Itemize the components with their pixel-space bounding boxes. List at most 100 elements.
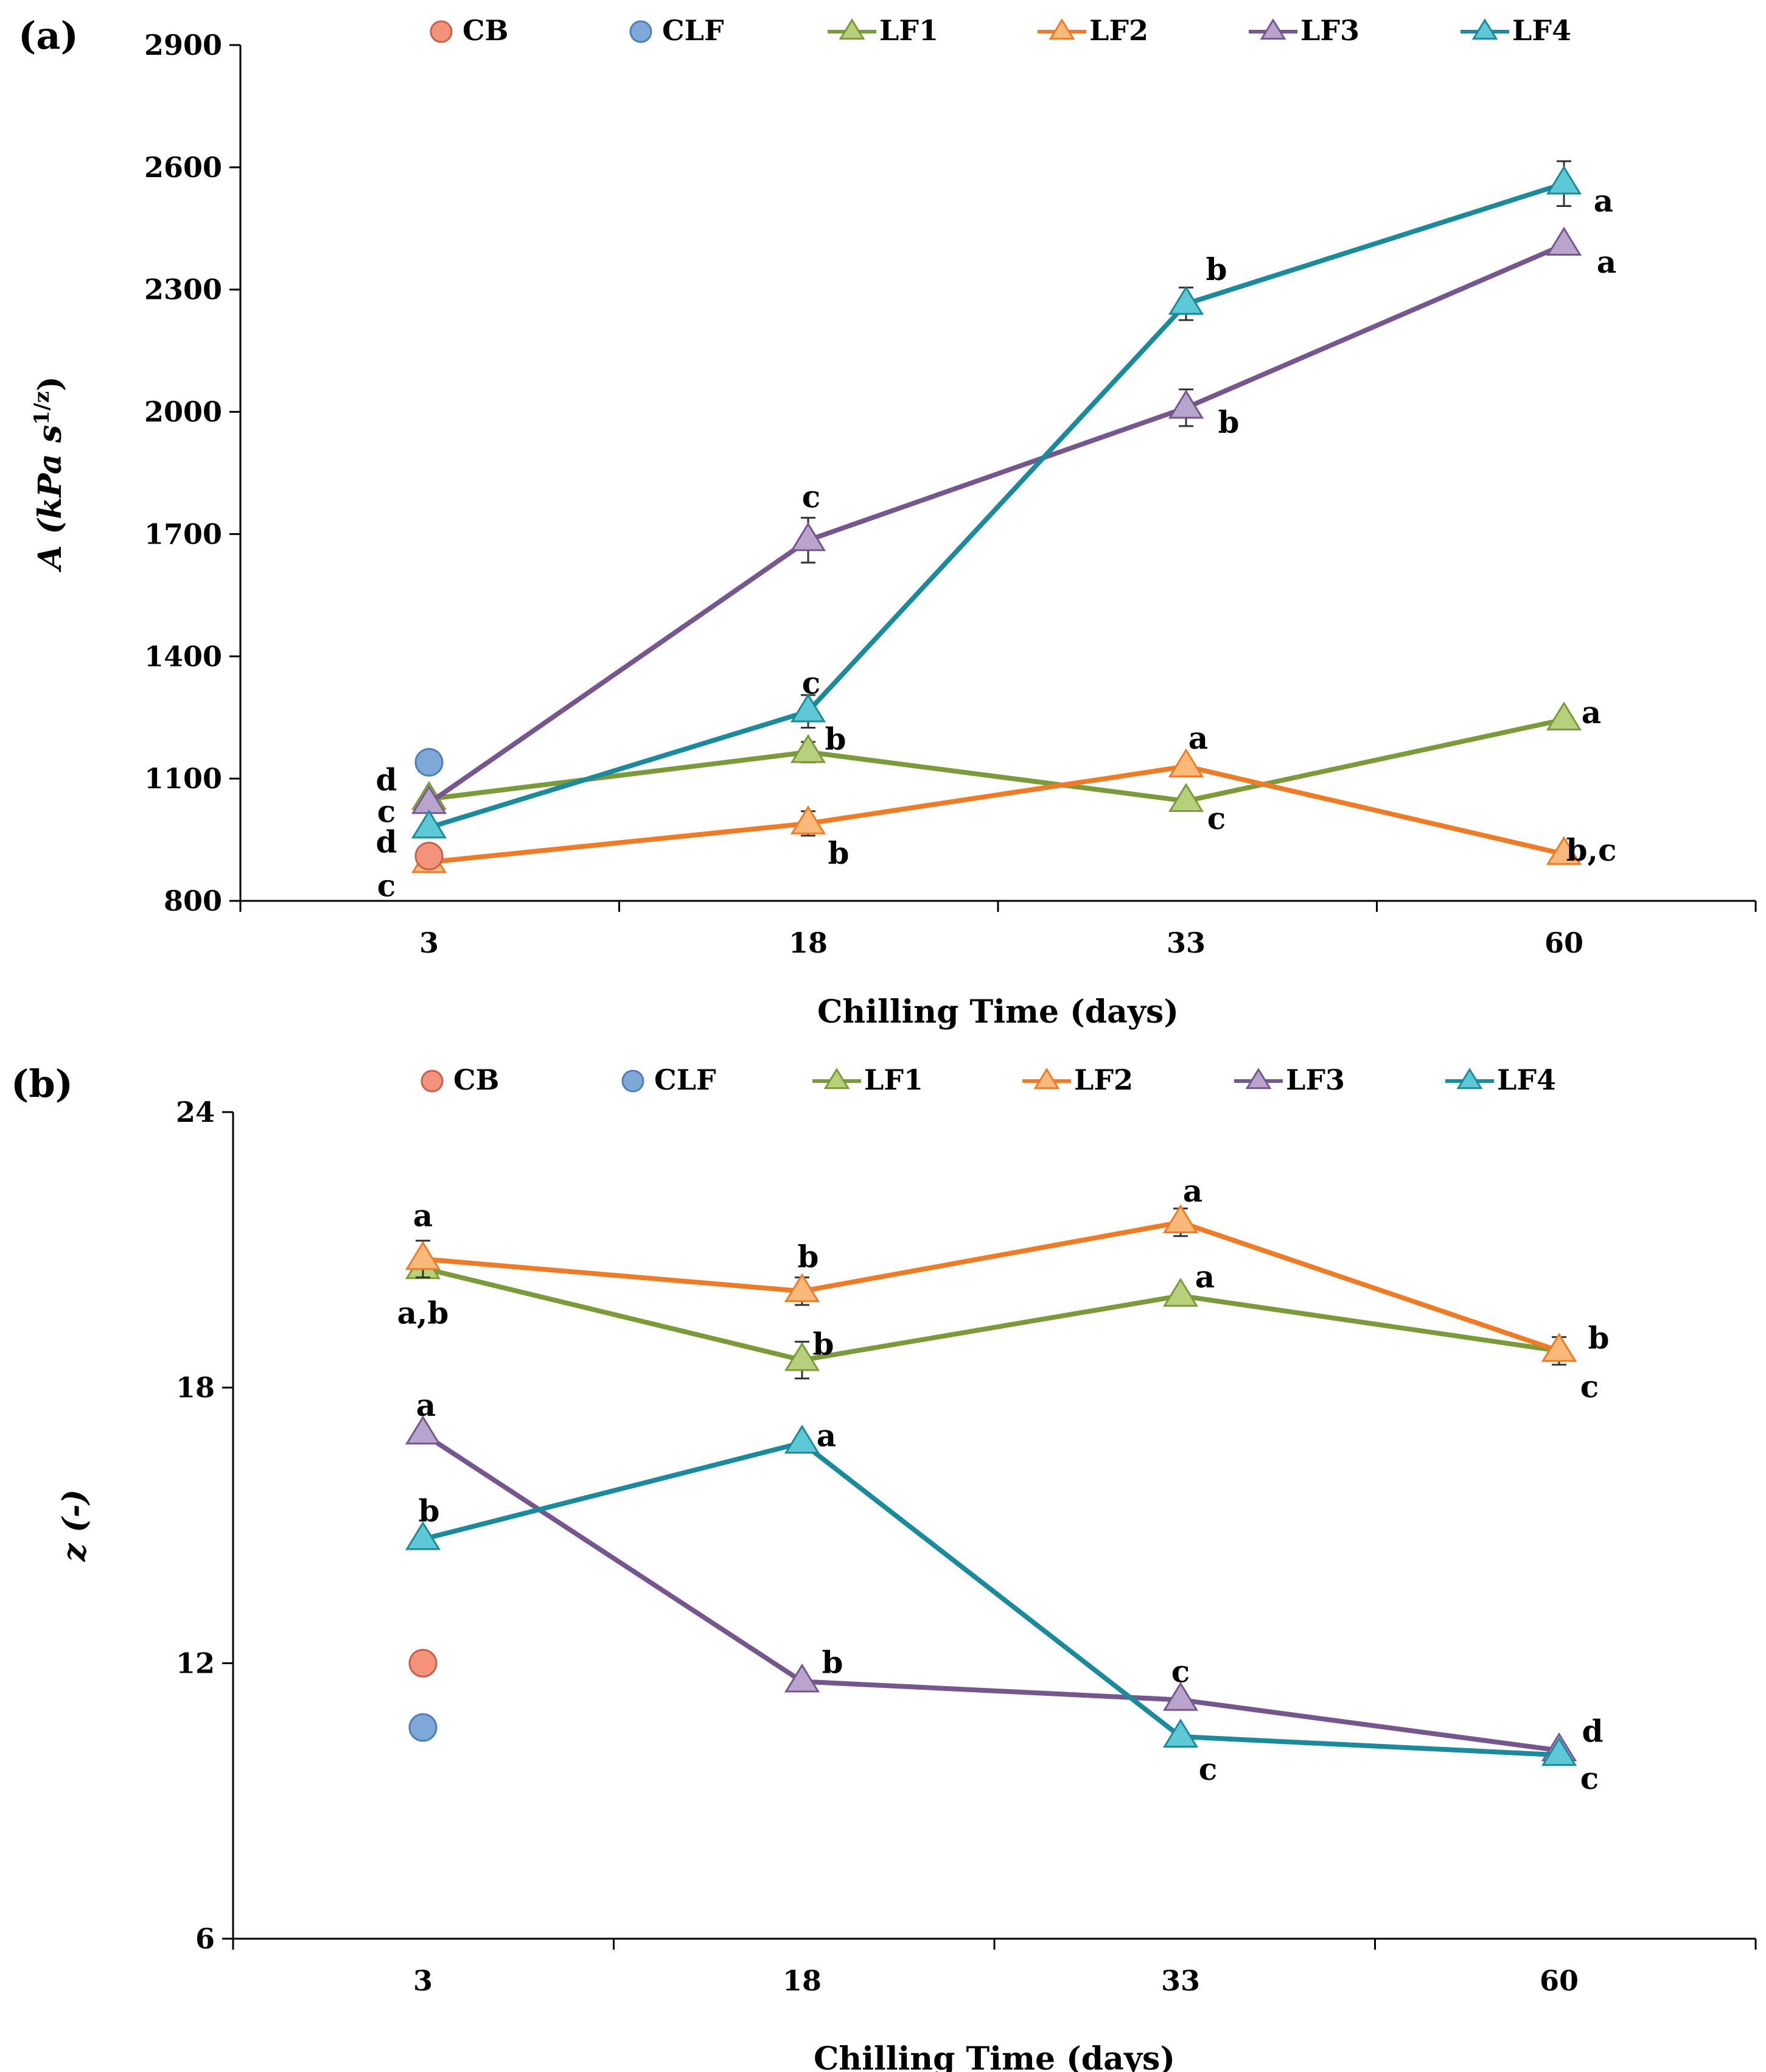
significance-label: c [1199, 1751, 1217, 1787]
panel-b-chart: (b) 6 12 18 24 3 18 33 60 Chilling Time (days) z (… [11, 1062, 1757, 2072]
significance-label: b [1588, 1320, 1610, 1356]
data-point-triangle [405, 1521, 441, 1550]
significance-label: c [377, 793, 396, 829]
data-point-triangle [784, 1663, 820, 1693]
x-tick-label: 18 [783, 1964, 822, 1997]
significance-label: a [1183, 1173, 1202, 1209]
legend-marker-circle [621, 1069, 644, 1093]
data-point-circle [414, 747, 444, 777]
y-tick-label: 18 [176, 1371, 215, 1404]
data-point-triangle [784, 1424, 820, 1454]
series-line [422, 1220, 1560, 1354]
series-line [427, 242, 1565, 805]
data-point-triangle [1162, 1718, 1199, 1748]
series-LF2: a b a b [405, 1173, 1610, 1362]
data-point-triangle [1162, 1682, 1199, 1711]
significance-label: c [1580, 1368, 1599, 1404]
significance-label: a [1582, 695, 1601, 730]
y-tick-label: 2900 [144, 29, 222, 61]
series-line [422, 1440, 1560, 1758]
series-LF2: c b a b,c [377, 720, 1617, 903]
y-axis-title-close: ) [32, 376, 69, 391]
legend-marker-circle [629, 20, 652, 43]
legend-marker-triangle [1049, 18, 1075, 40]
x-tick-label: 18 [789, 926, 828, 959]
legend-marker-circle [430, 20, 453, 43]
legend-label: LF3 [1300, 14, 1359, 47]
y-tick-label: 2000 [144, 396, 222, 429]
y-tick-label: 1400 [144, 640, 222, 673]
legend-marker-triangle [1456, 1068, 1483, 1090]
data-point-triangle [1546, 165, 1582, 195]
significance-label: d [376, 824, 397, 859]
legend-label: LF4 [1512, 14, 1571, 47]
legend-label: LF3 [1286, 1063, 1345, 1096]
significance-label: b [1218, 404, 1240, 440]
significance-label: b [822, 1645, 843, 1681]
y-tick-label: 1100 [144, 762, 222, 795]
x-tick-label: 33 [1161, 1964, 1200, 1997]
data-point-triangle [405, 1241, 441, 1270]
legend-label: LF1 [864, 1063, 923, 1096]
y-tick-label: 6 [195, 1922, 215, 1955]
x-tick-label: 60 [1544, 926, 1583, 959]
y-tick-label: 2600 [144, 151, 222, 184]
significance-label: b,c [1566, 832, 1617, 868]
data-point-triangle [1168, 390, 1204, 419]
significance-label: c [1171, 1654, 1190, 1690]
data-point-triangle [1168, 285, 1204, 315]
significance-label: d [1582, 1713, 1604, 1749]
series-line [422, 1265, 1560, 1363]
significance-label: a [413, 1197, 433, 1233]
legend-label: CLF [654, 1063, 716, 1096]
legend-marker-triangle [1260, 18, 1286, 40]
legend-marker-triangle [823, 1068, 850, 1090]
significance-label: c [377, 867, 396, 903]
data-point-triangle [790, 522, 826, 551]
data-point-circle [408, 1713, 438, 1742]
data-point-triangle [1546, 226, 1582, 256]
x-tick-label: 3 [413, 1964, 433, 1997]
significance-label: a [1597, 244, 1616, 280]
significance-label: c [802, 665, 820, 701]
data-point-triangle [1541, 1332, 1577, 1362]
y-axis-title: z (-) [56, 1489, 93, 1562]
significance-label: b [419, 1493, 440, 1529]
significance-label: c [1580, 1760, 1599, 1796]
data-point-triangle [790, 693, 826, 723]
legend: CB CLF LF1 LF2 LF3 LF4 [430, 14, 1571, 47]
significance-label: b [825, 721, 846, 757]
data-point-circle [414, 841, 444, 870]
y-tick-label: 2300 [144, 273, 222, 306]
legend-marker-triangle [1471, 18, 1498, 40]
legend-marker-triangle [1033, 1068, 1060, 1090]
data-point-triangle [411, 809, 447, 839]
significance-label: a,b [397, 1295, 449, 1331]
y-tick-label: 1700 [144, 517, 222, 550]
legend: CB CLF LF1 LF2 LF3 LF4 [421, 1063, 1556, 1096]
legend-marker-triangle [839, 18, 865, 40]
series-line [428, 181, 1565, 830]
data-point-triangle [1546, 836, 1582, 865]
significance-label: a [1594, 183, 1613, 219]
significance-label: b [813, 1326, 834, 1362]
data-point-triangle [405, 1415, 441, 1445]
legend-label: CB [453, 1063, 500, 1096]
data-point-triangle [1546, 701, 1582, 730]
legend-label: LF4 [1497, 1063, 1556, 1096]
data-point-triangle [1541, 1737, 1577, 1766]
y-axis-title-main: A (kPa s [32, 425, 69, 573]
significance-label: b [798, 1239, 819, 1275]
data-point-triangle [784, 1342, 820, 1371]
significance-label: a [416, 1387, 436, 1423]
significance-label: a [1188, 720, 1208, 756]
significance-label: c [1207, 800, 1226, 836]
significance-label: b [1206, 251, 1227, 287]
data-point-circle [408, 1648, 438, 1678]
data-point-triangle [1162, 1278, 1199, 1307]
significance-label: a [817, 1418, 836, 1454]
y-axis-title-sup: 1/z [30, 391, 54, 425]
significance-label: c [802, 478, 820, 514]
